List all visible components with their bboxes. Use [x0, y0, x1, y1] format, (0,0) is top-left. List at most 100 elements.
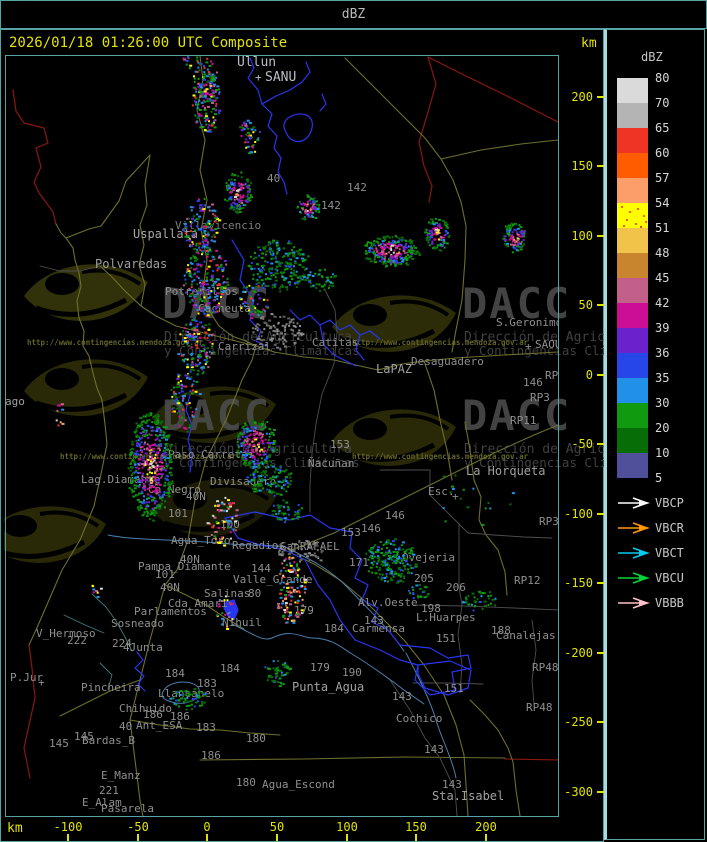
place-label: 184 [220, 662, 240, 675]
place-label: 151 [436, 632, 456, 645]
legend-panel: dBZ VBCP VBCR VBCT VBCU VBBB 80 70 65 60 57 54 51 4… [604, 29, 705, 840]
vector-item: VBBB [618, 596, 684, 610]
vector-item: VBCP [618, 496, 684, 510]
place-label: Pasarela [101, 802, 154, 815]
place-label: 40 [267, 172, 280, 185]
place-label: Alv.Oeste [358, 596, 418, 609]
colorbar-tick-label: 60 [655, 146, 670, 160]
right-axis-label: -50 [571, 437, 593, 451]
place-label: 186 [201, 749, 221, 762]
place-label: ago [5, 395, 25, 408]
title-bar: dBZ [0, 0, 707, 29]
colorbar-tick-label: 42 [655, 296, 670, 310]
place-label: 179 [294, 604, 314, 617]
colorbar-cell [617, 428, 648, 453]
place-label: 146 [523, 376, 543, 389]
place-label: Chihuido [119, 702, 172, 715]
place-label: Carmensa [352, 622, 405, 635]
radar-echo-layer [55, 56, 526, 711]
colorbar-tick-label: 65 [655, 121, 670, 135]
place-label: Villavicencio [175, 219, 261, 232]
place-label: Cda_Amari [168, 597, 228, 610]
place-label: Bardas_B [82, 734, 135, 747]
svg-text:y Contingencias Climáticas: y Contingencias Climáticas [464, 455, 604, 470]
place-label: 101 [168, 507, 188, 520]
place-label: RP48 [532, 661, 559, 674]
colorbar-cell [617, 303, 648, 328]
right-axis-label: -250 [564, 715, 593, 729]
colorbar-tick-label: 30 [655, 396, 670, 410]
place-label: E_Manz [101, 769, 141, 782]
svg-text:DACC: DACC [162, 391, 271, 440]
window-title: dBZ [341, 7, 366, 22]
right-axis-label: 200 [571, 90, 593, 104]
place-label: Agua_Escond [262, 778, 335, 791]
place-label: 40N [160, 581, 180, 594]
place-label: SANU [265, 70, 296, 85]
colorbar-cell [617, 78, 648, 103]
place-label: RP3 [530, 391, 550, 404]
place-label: Canalejas [496, 629, 556, 642]
place-label: Pincheira [81, 681, 141, 694]
place-label: Valle_Grande [233, 573, 312, 586]
place-label: + [38, 676, 45, 689]
svg-text:y Contingencias Climáticas: y Contingencias Climáticas [464, 343, 604, 358]
place-label: RP11 [510, 414, 537, 427]
colorbar-tick-label: 57 [655, 171, 670, 185]
svg-text:Dirección de Agricultura: Dirección de Agricultura [464, 330, 604, 345]
place-label: RP12 [514, 574, 541, 587]
place-label: Punta_Agua [292, 680, 364, 694]
place-label: 143 [424, 743, 444, 756]
map-basemap-lines [12, 56, 558, 816]
place-label: 151 [444, 682, 464, 695]
bottom-axis-label: 50 [270, 820, 284, 834]
url-watermark: http://www.contingencias.mendoza.gov.ar [60, 452, 237, 461]
place-label: V_Hermoso [36, 627, 96, 640]
place-label: 142 [347, 181, 367, 194]
place-label: Carrizal [218, 340, 271, 353]
bottom-axis-label: -100 [54, 820, 83, 834]
dacc-logo-watermark [24, 264, 148, 324]
vector-label: VBCT [655, 546, 684, 560]
place-label: 143 [442, 778, 462, 791]
colorbar-cell [617, 278, 648, 303]
right-axis-label: -300 [564, 785, 593, 799]
place-label: Esc. [428, 485, 455, 498]
place-label: 80 [248, 587, 261, 600]
place-label: Cochico [396, 712, 442, 725]
place-label: LaPAZ [376, 362, 412, 376]
km-unit-top: km [581, 36, 597, 51]
url-watermark: http://www.contingencias.mendoza.gov.ar [27, 338, 204, 347]
place-label: Catitas [312, 336, 358, 349]
place-label: E_Alam [82, 796, 122, 809]
place-label: + [452, 490, 459, 503]
place-label: L.Huarpes [416, 611, 476, 624]
place-label: Agua_Toro [171, 534, 231, 547]
colorbar-cell [617, 253, 648, 278]
place-label: 183 [196, 721, 216, 734]
place-label: RP48 [526, 701, 553, 714]
place-label: + [525, 340, 532, 353]
url-watermark: http://www.contingencias.mendoza.gov.ar [352, 452, 529, 461]
place-label: RP3 [545, 369, 565, 382]
url-watermark: http://www.contingencias.mendoza.gov.ar [352, 338, 529, 347]
place-label: Desaguadero [411, 355, 484, 368]
vector-item: VBCT [618, 546, 684, 560]
place-label: 146 [385, 509, 405, 522]
colorbar-cell [617, 228, 648, 253]
right-axis-label: 0 [586, 368, 593, 382]
place-label: 143 [364, 614, 384, 627]
vector-label: VBCR [655, 521, 685, 535]
colorbar-tick-label: 80 [655, 71, 670, 85]
place-label: 143 [392, 690, 412, 703]
colorbar-tick-label: 51 [655, 221, 670, 235]
place-label: RP3 [539, 515, 559, 528]
place-label: Uspallata [133, 227, 198, 241]
place-label: Parlamentos [134, 605, 207, 618]
place-label: Pampa_Diamante [138, 560, 231, 573]
vector-legend: VBCP VBCR VBCT VBCU VBBB [618, 496, 685, 610]
colorbar-cell [617, 153, 648, 178]
